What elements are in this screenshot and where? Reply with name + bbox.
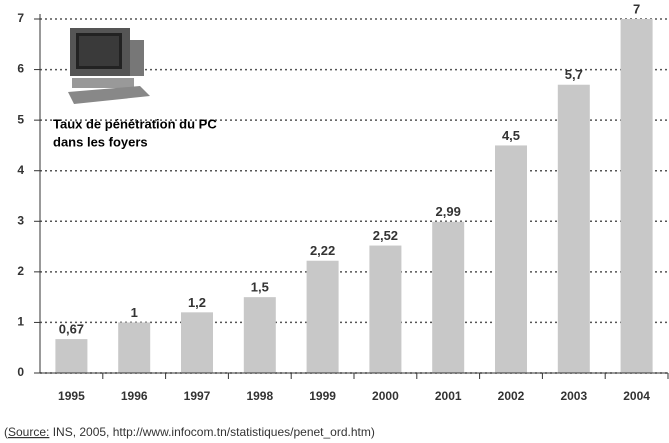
bar	[369, 245, 402, 373]
y-tick-label: 3	[17, 213, 24, 227]
bar	[620, 19, 653, 373]
bar	[495, 145, 527, 373]
x-tick-label: 1997	[184, 389, 211, 403]
bar	[243, 297, 276, 373]
bar	[432, 221, 465, 373]
x-tick-label: 1999	[309, 389, 336, 403]
chart-title: dans les foyers	[53, 134, 148, 149]
source: (Source: INS, 2005, http://www.infocom.t…	[4, 425, 375, 439]
value-label: 4,5	[502, 128, 520, 143]
bar	[55, 339, 88, 373]
value-label: 2,52	[373, 228, 398, 243]
bar	[118, 322, 151, 373]
value-label: 2,22	[310, 243, 335, 258]
value-label: 2,99	[436, 204, 461, 219]
x-tick-label: 2004	[623, 389, 650, 403]
x-tick-label: 2003	[560, 389, 587, 403]
x-tick-label: 1998	[246, 389, 273, 403]
x-tick-label: 1996	[121, 389, 148, 403]
bar	[557, 84, 590, 373]
value-label: 5,7	[565, 67, 583, 82]
y-tick-label: 1	[17, 315, 24, 329]
value-label: 1,5	[251, 280, 269, 295]
value-label: 1	[131, 305, 138, 320]
x-tick-label: 2001	[435, 389, 462, 403]
x-tick-label: 1995	[58, 389, 85, 403]
computer-icon	[68, 28, 150, 104]
source-text: INS, 2005, http://www.infocom.tn/statist…	[49, 425, 375, 439]
value-label: 7	[633, 1, 640, 16]
y-tick-label: 5	[17, 112, 24, 126]
x-tick-label: 2000	[372, 389, 399, 403]
y-tick-label: 2	[17, 264, 24, 278]
x-tick-label: 2002	[498, 389, 525, 403]
y-tick-label: 4	[17, 163, 24, 177]
y-tick-label: 7	[17, 11, 24, 25]
bar	[181, 312, 213, 373]
source-label: Source:	[8, 425, 49, 439]
chart-title: Taux de pénétration du PC	[53, 116, 217, 131]
value-label: 0,67	[59, 322, 84, 337]
bar	[306, 260, 339, 373]
y-tick-label: 6	[17, 62, 24, 76]
y-tick-label: 0	[17, 365, 24, 379]
source-open: (	[4, 425, 8, 439]
value-label: 1,2	[188, 295, 206, 310]
